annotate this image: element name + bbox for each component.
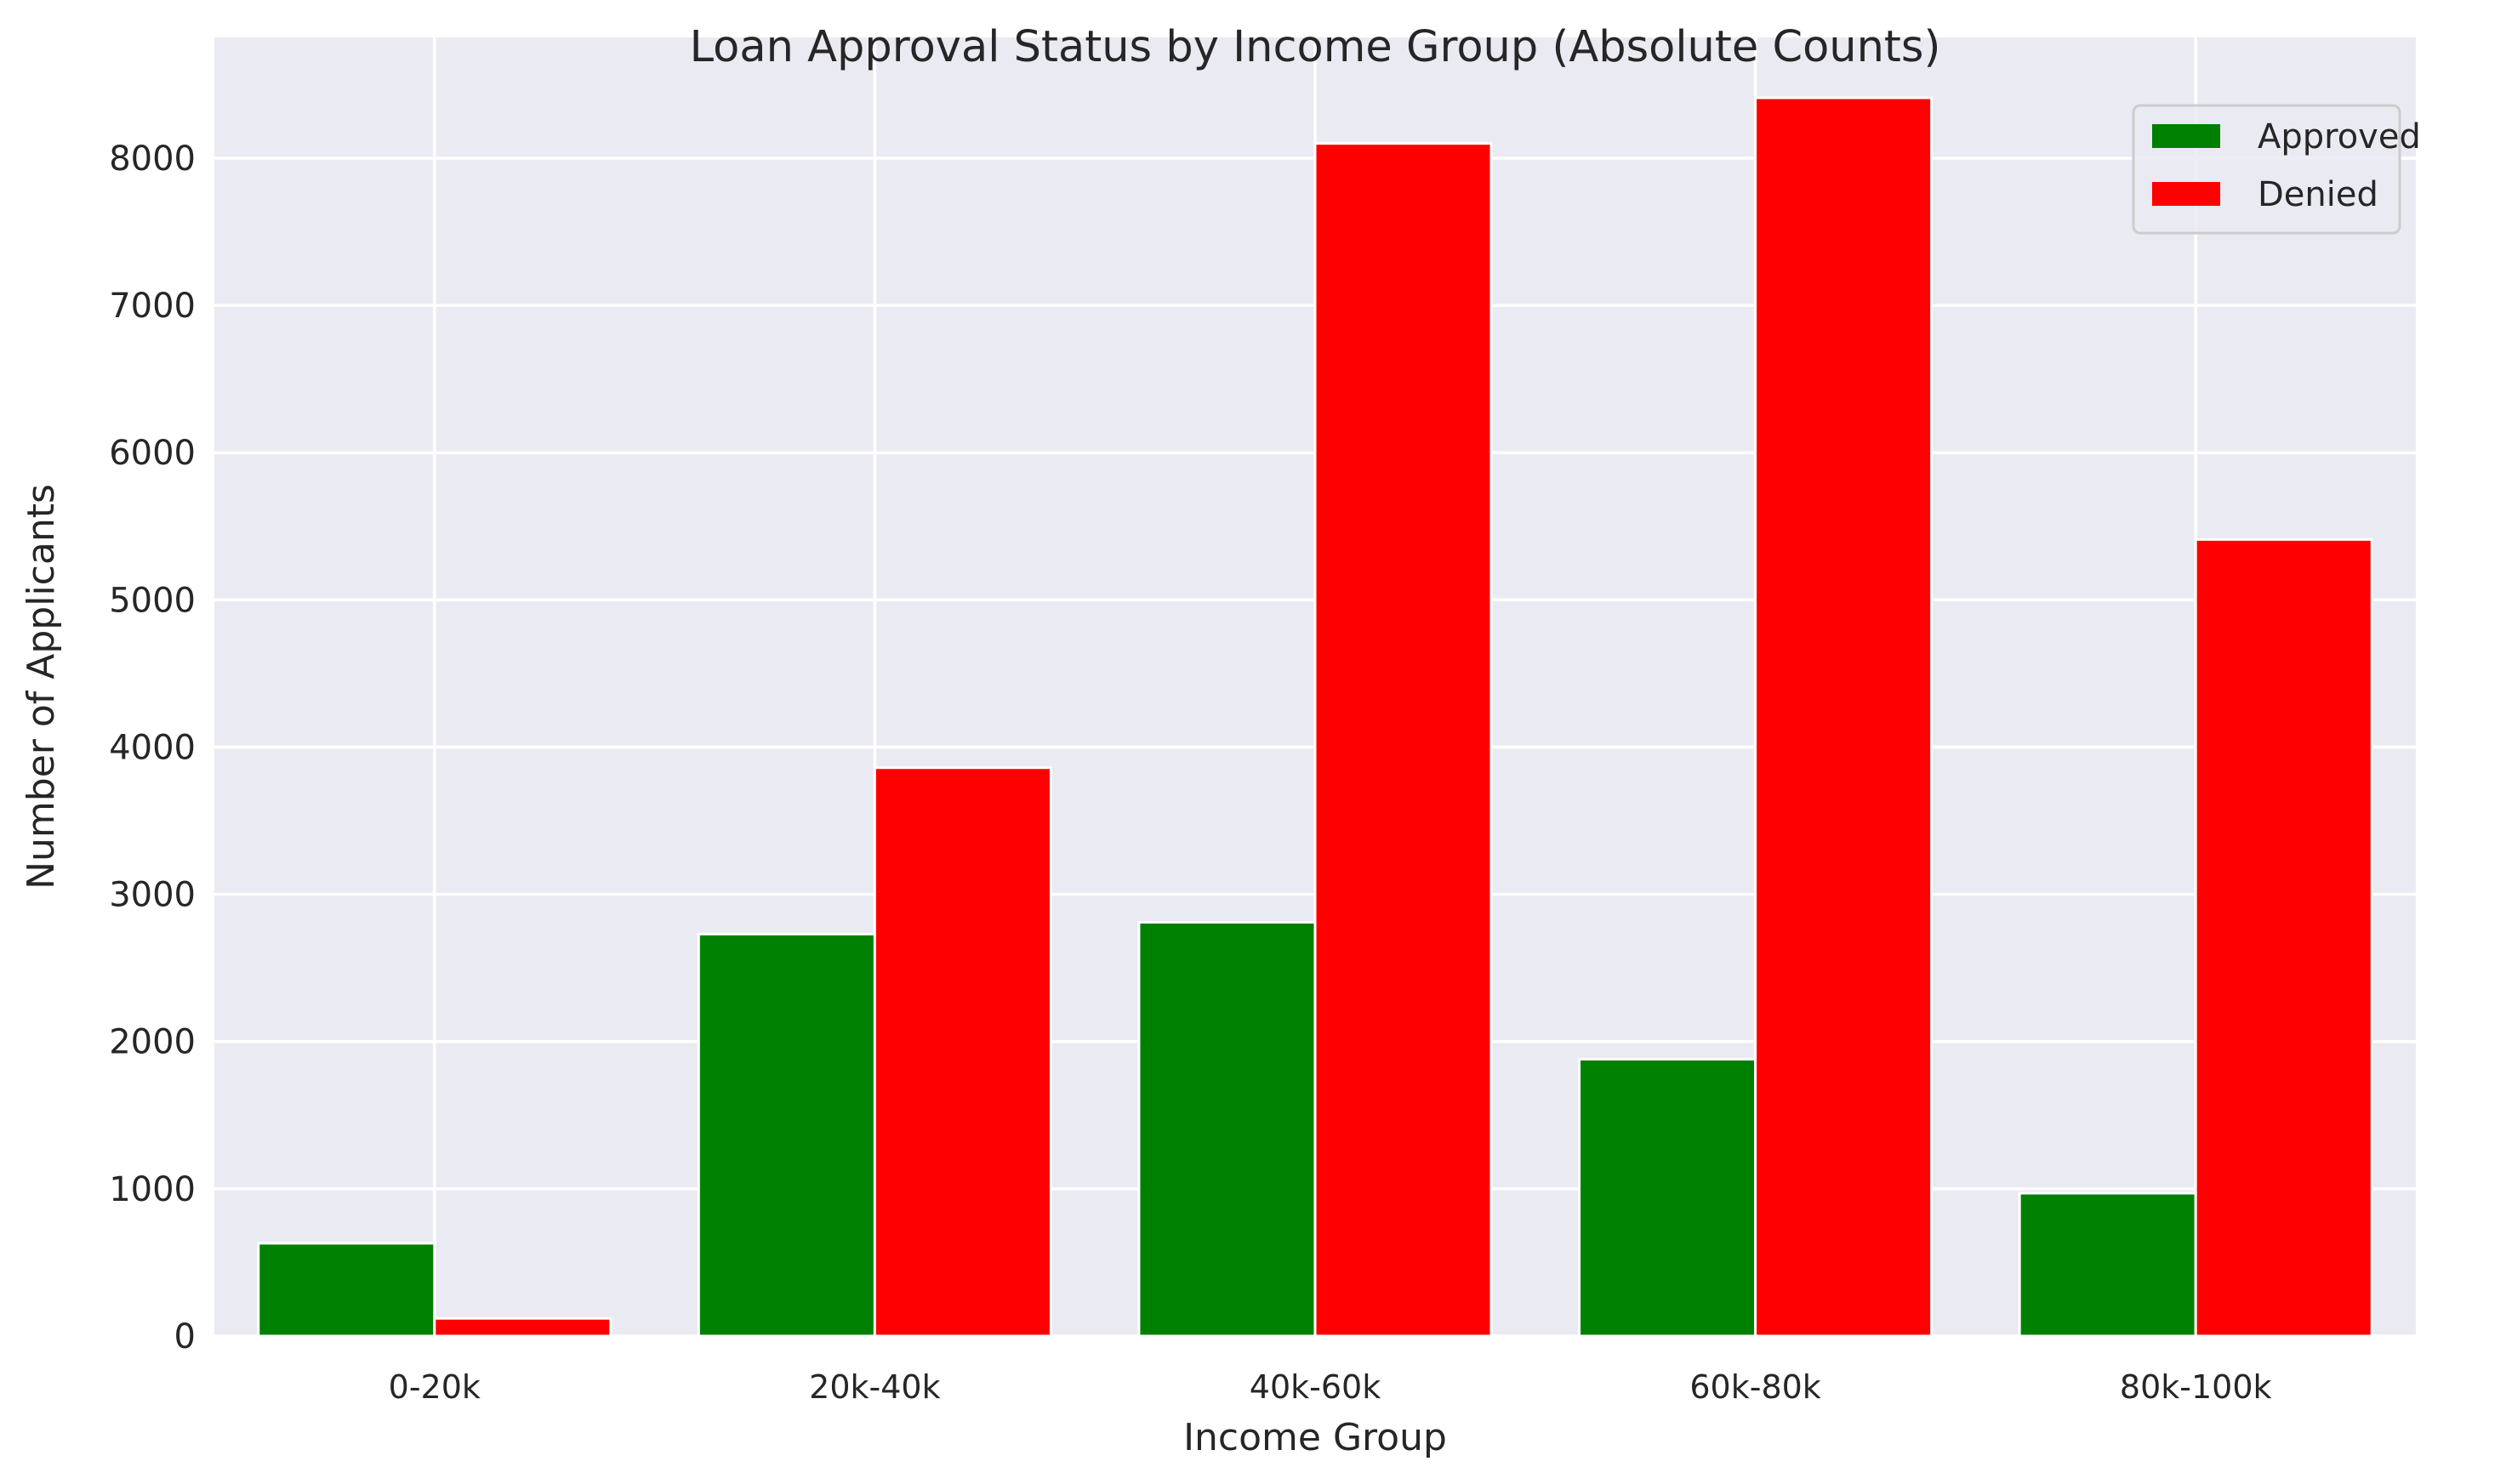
bar-approved-20k-40k xyxy=(697,932,876,1338)
y-tick-label: 3000 xyxy=(109,876,196,915)
y-tick-label: 4000 xyxy=(109,728,196,767)
bar-approved-0-20k xyxy=(257,1242,436,1338)
y-tick-labels: 0 1000 2000 3000 4000 5000 6000 7000 8000 xyxy=(109,139,196,1356)
x-tick-label: 0-20k xyxy=(389,1368,481,1406)
x-axis-label: Income Group xyxy=(1183,1416,1447,1459)
y-tick-label: 7000 xyxy=(109,287,196,326)
x-tick-label: 60k-80k xyxy=(1689,1368,1820,1406)
chart-title: Loan Approval Status by Income Group (Ab… xyxy=(690,22,1941,72)
x-tick-label: 40k-60k xyxy=(1250,1368,1381,1406)
legend-label-denied: Denied xyxy=(2258,175,2378,214)
bar-approved-60k-80k xyxy=(1578,1058,1757,1338)
bar-denied-60k-80k xyxy=(1754,96,1934,1338)
y-tick-label: 5000 xyxy=(109,581,196,620)
x-tick-label: 80k-100k xyxy=(2120,1368,2272,1406)
y-tick-label: 1000 xyxy=(109,1170,196,1209)
legend: Approved Denied xyxy=(2132,104,2421,235)
bar-approved-40k-60k xyxy=(1137,921,1317,1338)
bar-denied-20k-40k xyxy=(873,766,1052,1338)
legend-label-approved: Approved xyxy=(2258,117,2421,156)
legend-swatch-approved xyxy=(2152,124,2220,148)
y-tick-label: 8000 xyxy=(109,139,196,179)
bar-denied-40k-60k xyxy=(1313,142,1493,1338)
bar-denied-0-20k xyxy=(433,1316,612,1338)
bar-denied-80k-100k xyxy=(2194,537,2373,1338)
y-axis-label: Number of Applicants xyxy=(20,484,63,890)
y-tick-label: 0 xyxy=(174,1317,196,1356)
y-tick-label: 2000 xyxy=(109,1023,196,1062)
x-tick-labels: 0-20k 20k-40k 40k-60k 60k-80k 80k-100k xyxy=(389,1368,2272,1406)
bar-approved-80k-100k xyxy=(2018,1191,2197,1338)
bars xyxy=(257,96,2373,1338)
legend-swatch-denied xyxy=(2152,182,2220,206)
x-tick-label: 20k-40k xyxy=(809,1368,940,1406)
y-tick-label: 6000 xyxy=(109,434,196,473)
